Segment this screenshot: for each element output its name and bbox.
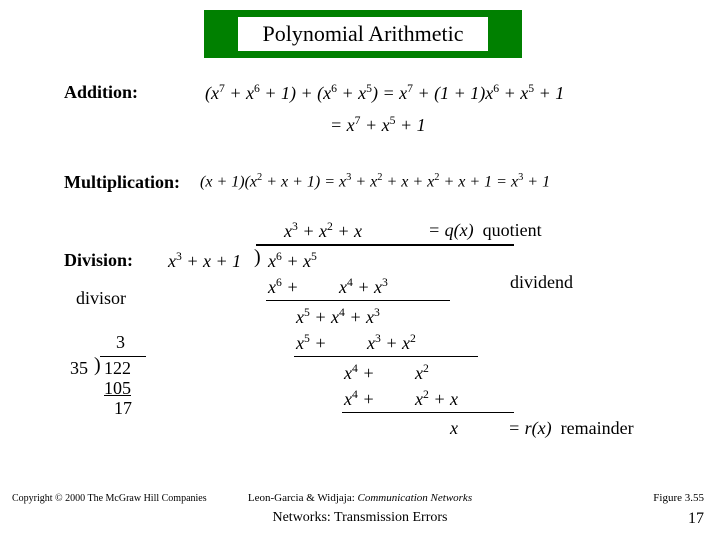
- label-division: Division:: [64, 250, 133, 271]
- poly-quotient: x3 + x2 + x: [284, 220, 362, 242]
- addition-equation-line1: (x7 + x6 + 1) + (x6 + x5) = x7 + (1 + 1)…: [205, 82, 564, 104]
- multiplication-equation: (x + 1)(x2 + x + 1) = x3 + x2 + x + x2 +…: [200, 172, 550, 191]
- numeric-div-paren: ): [94, 354, 101, 377]
- quotient-text: quotient: [483, 220, 542, 240]
- numeric-quotient: 3: [116, 332, 125, 353]
- poly-div-paren: ): [254, 246, 261, 269]
- poly-divisor: x3 + x + 1: [168, 250, 241, 272]
- poly-step3-bar: [294, 356, 478, 357]
- label-divisor: divisor: [76, 288, 126, 309]
- poly-dividend: x6 + x5: [268, 250, 317, 272]
- label-multiplication: Multiplication:: [64, 172, 180, 193]
- footer-title: Networks: Transmission Errors: [0, 510, 720, 526]
- credit-book: Communication Networks: [358, 492, 473, 504]
- label-dividend: dividend: [510, 272, 573, 293]
- numeric-div-bar: [100, 356, 146, 357]
- page-title: Polynomial Arithmetic: [238, 17, 487, 51]
- longdiv-bar: [256, 244, 514, 246]
- poly-step1-bar: [266, 300, 450, 301]
- poly-step5: x4 + x2 + x: [344, 388, 458, 410]
- poly-step2: x5 + x4 + x3: [296, 306, 380, 328]
- title-banner: Polynomial Arithmetic: [204, 10, 522, 58]
- addition-equation-line2: = x7 + x5 + 1: [330, 114, 426, 136]
- center-credit: Leon-Garcia & Widjaja: Communication Net…: [0, 492, 720, 504]
- numeric-remainder: 17: [114, 398, 132, 419]
- numeric-dividend: 122: [104, 358, 131, 379]
- label-remainder: = r(x) remainder: [508, 418, 634, 439]
- poly-step3: x5 + x3 + x2: [296, 332, 416, 354]
- poly-step5-bar: [342, 412, 514, 413]
- poly-step1: x6 + x4 + x3: [268, 276, 388, 298]
- numeric-step1: 105: [104, 378, 131, 399]
- label-quotient: = q(x) quotient: [428, 220, 542, 241]
- poly-remainder: x: [450, 418, 458, 439]
- page-number: 17: [688, 510, 704, 528]
- credit-author: Leon-Garcia & Widjaja:: [248, 492, 355, 504]
- figure-label: Figure 3.55: [653, 492, 704, 504]
- numeric-divisor: 35: [70, 358, 88, 379]
- label-addition: Addition:: [64, 82, 138, 103]
- poly-step4: x4 + x2: [344, 362, 429, 384]
